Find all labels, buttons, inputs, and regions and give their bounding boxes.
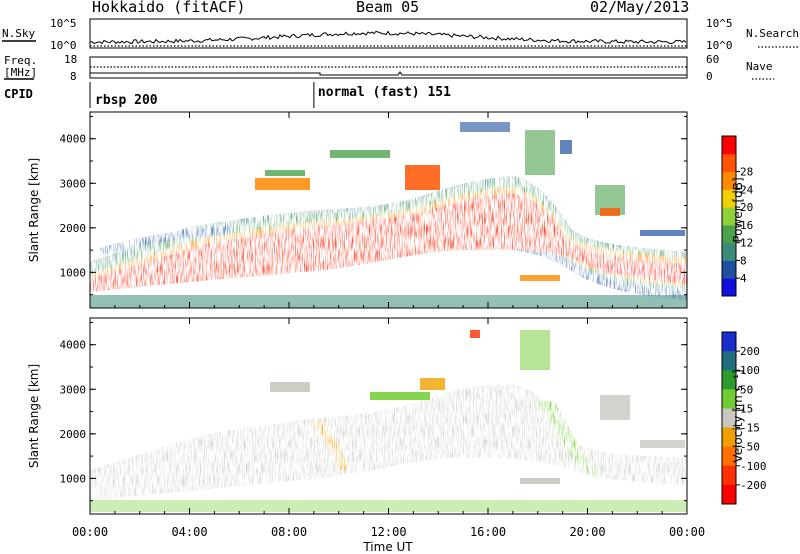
freq-trace	[90, 71, 687, 76]
velocity-cbar-tick-6: -100	[740, 460, 767, 473]
velocity-cbar-swatch-4	[722, 408, 736, 429]
date-title: 02/May/2013	[590, 0, 689, 16]
powerCbar-swatch-2	[722, 242, 736, 261]
nave-tick-bottom: 0	[706, 70, 713, 83]
noise-panel: N.Sky 10^5 10^0 10^5 10^0 N.Search	[2, 17, 800, 52]
freq-tick-top: 18	[64, 53, 77, 66]
noise-sky-trace	[89, 30, 687, 45]
powerCbar-swatch-7	[722, 153, 736, 173]
velocity-colorbar: 200 100 50 15 -15 -50 -100 -200	[721, 331, 767, 505]
velocity-scatter-blocks	[90, 330, 687, 512]
nave-label: Nave	[746, 60, 773, 73]
velocity-cbar-tick-5: -50	[740, 441, 760, 454]
beam-title: Beam 05	[356, 0, 419, 16]
noise-tick-right-bottom: 10^0	[706, 39, 733, 52]
cpid-mode-rbsp: rbsp 200	[95, 93, 158, 108]
x-tick-2: 08:00	[271, 525, 307, 539]
power-cbar-tick-2: 12	[740, 237, 753, 250]
freq-label: Freq.	[4, 54, 37, 67]
powerAxis-tick-3: 4000	[60, 133, 87, 146]
velAxis-tick-1: 2000	[60, 428, 87, 441]
freq-tick-bottom: 8	[70, 70, 77, 83]
velocity-heatmap	[90, 330, 687, 512]
powerCbar-swatch-1	[722, 260, 736, 279]
power-cbar-tick-3: 16	[740, 219, 753, 232]
x-tick-4: 16:00	[470, 525, 506, 539]
x-tick-0: 00:00	[72, 525, 108, 539]
power-panel: 1000 2000 3000 4000 Slant Range [km] 4 8 12 16…	[27, 111, 754, 309]
powerCbar-swatch-3	[722, 224, 736, 244]
velocity-colorbar-label: Velocity [m s⁻¹]	[731, 369, 745, 462]
velocity-cbar-tick-1: 100	[740, 364, 760, 377]
velocity-cbar-tick-2: 50	[740, 383, 753, 396]
freq-unit-label: [MHz]	[4, 66, 37, 79]
cpid-label: CPID	[4, 87, 33, 101]
powerAxis-tick-2: 3000	[60, 177, 87, 190]
powerCbar-swatch-6	[722, 171, 736, 190]
x-tick-3: 12:00	[370, 525, 406, 539]
power-heatmap	[90, 122, 687, 308]
powerCbar-swatch-8	[722, 136, 736, 155]
power-scatter-blocks	[90, 122, 687, 308]
noise-tick-left-bottom: 10^0	[50, 39, 77, 52]
power-cbar-tick-6: 28	[740, 166, 753, 179]
velocity-cbar-tick-3: 15	[740, 402, 753, 415]
velocity-cbar-swatch-7	[722, 465, 736, 486]
powerAxis-tick-1: 2000	[60, 222, 87, 235]
power-ylabel: Slant Range [km]	[27, 158, 41, 262]
powerCbar-swatch-4	[722, 207, 736, 226]
noise-search-label: N.Search	[746, 27, 799, 40]
power-colorbar-label: Power [dB]	[731, 177, 745, 242]
cpid-panel: CPID rbsp 200 normal (fast) 151	[4, 82, 451, 108]
powerCbar-swatch-0	[722, 278, 736, 297]
noise-sky-label: N.Sky	[2, 27, 35, 40]
velocity-ylabel: Slant Range [km]	[27, 364, 41, 468]
velocity-cbar-tick-7: -200	[740, 479, 767, 492]
velocity-cbar-tick-4: -15	[740, 422, 760, 435]
time-xlabel: Time UT	[362, 540, 413, 554]
velAxis-tick-2: 3000	[60, 383, 87, 396]
frequency-panel: Freq. [MHz] 18 8 60 0 Nave	[4, 53, 774, 83]
x-tick-1: 04:00	[171, 525, 207, 539]
noise-tick-right-top: 10^5	[706, 17, 733, 30]
powerCbar-swatch-5	[722, 189, 736, 208]
power-cbar-tick-0: 4	[740, 272, 747, 285]
cpid-mode-normal: normal (fast) 151	[318, 85, 451, 100]
velocity-cbar-swatch-5	[722, 427, 736, 448]
x-tick-6: 00:00	[669, 525, 705, 539]
power-cbar-tick-4: 20	[740, 201, 753, 214]
x-tick-5: 20:00	[569, 525, 605, 539]
velAxis-tick-0: 1000	[60, 472, 87, 485]
noise-tick-left-top: 10^5	[50, 17, 77, 30]
velocity-cbar-swatch-2	[722, 370, 736, 390]
station-title: Hokkaido (fitACF)	[92, 0, 246, 16]
time-x-axis: 00:00 04:00 08:00 12:00 16:00 20:00 00:00	[72, 112, 705, 539]
velAxis-tick-3: 4000	[60, 339, 87, 352]
powerAxis-tick-0: 1000	[60, 266, 87, 279]
velocity-cbar-swatch-0	[722, 332, 736, 352]
velocity-cbar-swatch-8	[722, 484, 736, 505]
power-cbar-tick-1: 8	[740, 254, 747, 267]
velocity-cbar-swatch-3	[722, 389, 736, 409]
power-y-axis: 1000 2000 3000 4000	[60, 115, 687, 296]
velocity-cbar-swatch-1	[722, 351, 736, 371]
velocity-panel: 1000 2000 3000 4000 Slant Range [km] 200 100…	[27, 317, 767, 515]
power-colorbar: 4 8 12 16 20 24 28	[721, 135, 754, 297]
power-cbar-tick-5: 24	[740, 183, 754, 196]
velocity-cbar-swatch-6	[722, 446, 736, 467]
velocity-cbar-tick-0: 200	[740, 345, 760, 358]
nave-tick-top: 60	[706, 53, 719, 66]
